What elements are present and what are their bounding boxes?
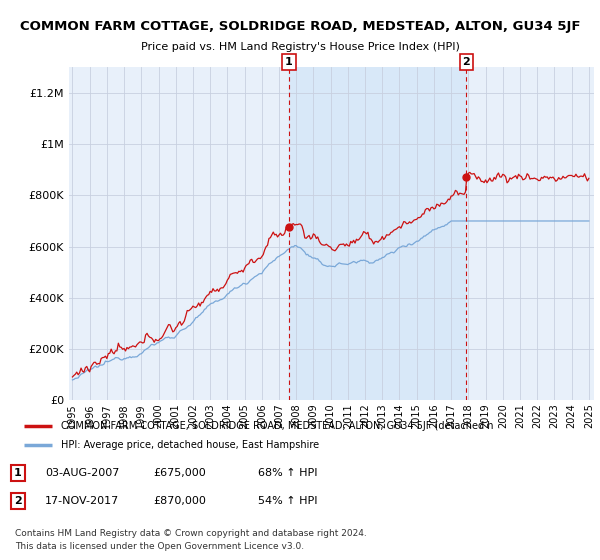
Text: 54% ↑ HPI: 54% ↑ HPI [258,496,317,506]
Text: 2: 2 [14,496,22,506]
Text: 68% ↑ HPI: 68% ↑ HPI [258,468,317,478]
Text: £870,000: £870,000 [153,496,206,506]
Text: 1: 1 [14,468,22,478]
Text: HPI: Average price, detached house, East Hampshire: HPI: Average price, detached house, East… [61,440,319,450]
Text: COMMON FARM COTTAGE, SOLDRIDGE ROAD, MEDSTEAD, ALTON, GU34 5JF: COMMON FARM COTTAGE, SOLDRIDGE ROAD, MED… [20,20,580,32]
Text: £675,000: £675,000 [153,468,206,478]
Text: 1: 1 [285,57,293,67]
Text: 03-AUG-2007: 03-AUG-2007 [45,468,119,478]
Text: Contains HM Land Registry data © Crown copyright and database right 2024.
This d: Contains HM Land Registry data © Crown c… [15,529,367,550]
Bar [289,67,466,400]
Text: COMMON FARM COTTAGE, SOLDRIDGE ROAD, MEDSTEAD, ALTON, GU34 5JF (detached h: COMMON FARM COTTAGE, SOLDRIDGE ROAD, MED… [61,421,493,431]
Text: Price paid vs. HM Land Registry's House Price Index (HPI): Price paid vs. HM Land Registry's House … [140,42,460,52]
Text: 2: 2 [463,57,470,67]
Text: 17-NOV-2017: 17-NOV-2017 [45,496,119,506]
